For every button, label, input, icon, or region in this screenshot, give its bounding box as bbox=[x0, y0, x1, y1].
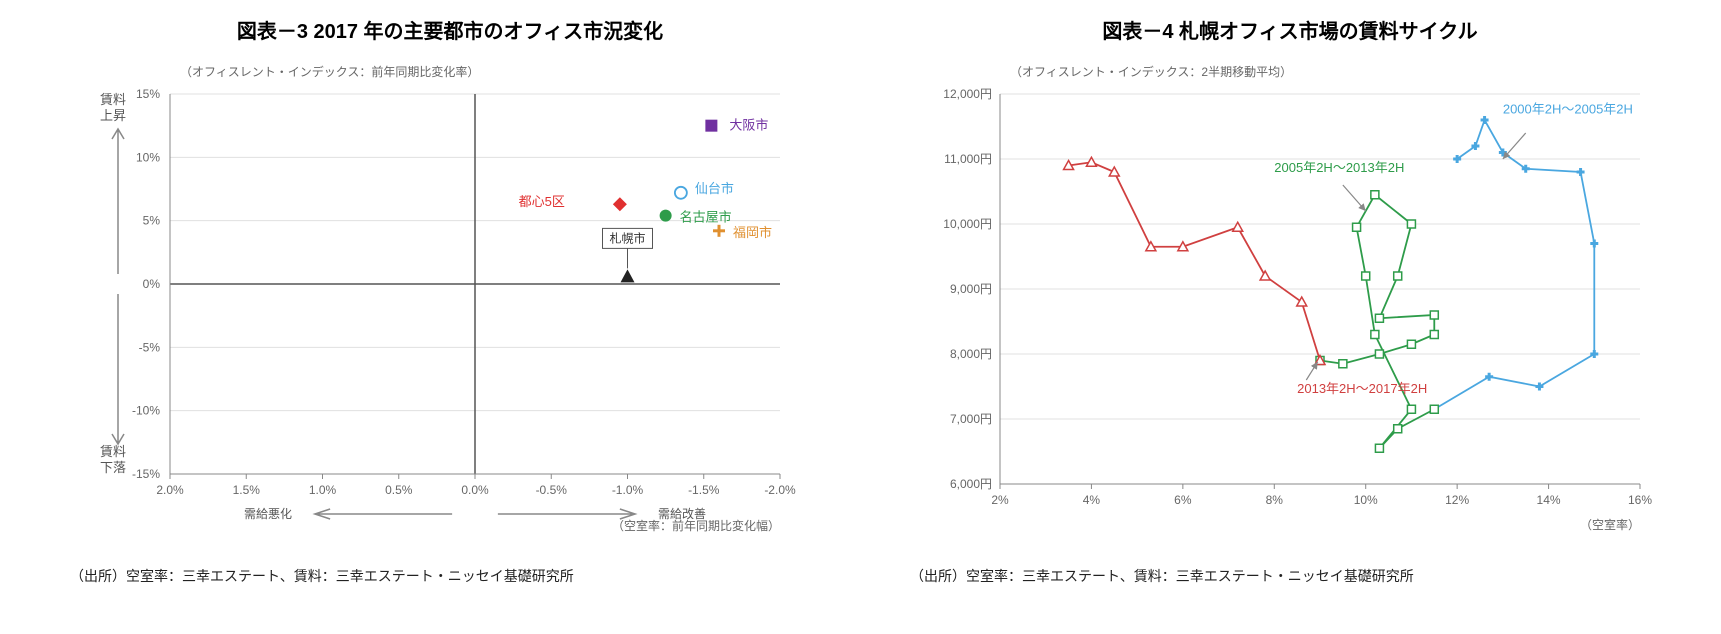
svg-text:6%: 6% bbox=[1174, 493, 1192, 507]
right-chart-svg: （オフィスレント・インデックス：2半期移動平均） 6,000円 7,000円 8,00… bbox=[900, 54, 1680, 554]
svg-text:2000年2H～2005年2H: 2000年2H～2005年2H bbox=[1503, 102, 1633, 117]
left-source: （出所）空室率：三幸エステート、賃料：三幸エステート・ニッセイ基礎研究所 bbox=[30, 566, 870, 586]
svg-text:-0.5%: -0.5% bbox=[536, 483, 568, 497]
svg-text:大阪市: 大阪市 bbox=[729, 118, 768, 133]
left-chart-area: （オフィスレント・インデックス：前年同期比変化率） 15% 10% 5% 0% -5% -1… bbox=[60, 54, 840, 554]
svg-text:賃料: 賃料 bbox=[100, 444, 126, 459]
svg-text:6,000円: 6,000円 bbox=[950, 477, 992, 491]
svg-text:10,000円: 10,000円 bbox=[943, 217, 992, 231]
svg-text:下落: 下落 bbox=[100, 460, 126, 475]
svg-text:11,000円: 11,000円 bbox=[944, 152, 992, 166]
svg-text:-10%: -10% bbox=[132, 404, 160, 418]
svg-text:0%: 0% bbox=[143, 277, 161, 291]
svg-text:（空室率：前年同期比変化幅）: （空室率：前年同期比変化幅） bbox=[612, 518, 780, 533]
svg-text:札幌市: 札幌市 bbox=[609, 230, 645, 245]
svg-text:上昇: 上昇 bbox=[100, 108, 126, 123]
svg-text:-2.0%: -2.0% bbox=[764, 483, 796, 497]
svg-text:仙台市: 仙台市 bbox=[695, 181, 734, 196]
left-chart-svg: （オフィスレント・インデックス：前年同期比変化率） 15% 10% 5% 0% -5% -1… bbox=[60, 54, 840, 554]
svg-text:（オフィスレント・インデックス：2半期移動平均）: （オフィスレント・インデックス：2半期移動平均） bbox=[1010, 64, 1292, 79]
svg-text:（オフィスレント・インデックス：前年同期比変化率）: （オフィスレント・インデックス：前年同期比変化率） bbox=[180, 64, 479, 79]
svg-text:-5%: -5% bbox=[139, 340, 161, 354]
svg-text:8%: 8% bbox=[1266, 493, 1284, 507]
svg-text:名古屋市: 名古屋市 bbox=[680, 210, 732, 225]
svg-text:1.5%: 1.5% bbox=[233, 483, 261, 497]
svg-text:14%: 14% bbox=[1537, 493, 1561, 507]
svg-text:2%: 2% bbox=[991, 493, 1009, 507]
svg-text:15%: 15% bbox=[136, 87, 160, 101]
svg-text:2.0%: 2.0% bbox=[156, 483, 184, 497]
svg-text:2005年2H～2013年2H: 2005年2H～2013年2H bbox=[1274, 160, 1404, 175]
svg-text:賃料: 賃料 bbox=[100, 92, 126, 107]
svg-text:0.0%: 0.0% bbox=[461, 483, 489, 497]
left-panel: 図表－3 2017 年の主要都市のオフィス市況変化 （オフィスレント・インデック… bbox=[30, 15, 870, 619]
right-source: （出所）空室率：三幸エステート、賃料：三幸エステート・ニッセイ基礎研究所 bbox=[870, 566, 1710, 586]
svg-text:-1.0%: -1.0% bbox=[612, 483, 644, 497]
svg-text:-1.5%: -1.5% bbox=[688, 483, 720, 497]
right-chart-title: 図表－4 札幌オフィス市場の賃料サイクル bbox=[870, 15, 1710, 44]
svg-text:8,000円: 8,000円 bbox=[950, 347, 992, 361]
svg-text:10%: 10% bbox=[136, 150, 160, 164]
svg-text:2013年2H～2017年2H: 2013年2H～2017年2H bbox=[1297, 381, 1427, 396]
svg-text:16%: 16% bbox=[1628, 493, 1652, 507]
svg-text:福岡市: 福岡市 bbox=[733, 225, 772, 240]
svg-text:需給悪化: 需給悪化 bbox=[244, 507, 292, 521]
right-chart-area: （オフィスレント・インデックス：2半期移動平均） 6,000円 7,000円 8,00… bbox=[900, 54, 1680, 554]
svg-text:12%: 12% bbox=[1445, 493, 1469, 507]
svg-text:都心5区: 都心5区 bbox=[519, 194, 565, 209]
svg-text:（空室率）: （空室率） bbox=[1580, 517, 1640, 532]
svg-text:7,000円: 7,000円 bbox=[950, 412, 992, 426]
svg-text:12,000円: 12,000円 bbox=[943, 87, 992, 101]
svg-text:9,000円: 9,000円 bbox=[950, 282, 992, 296]
svg-text:4%: 4% bbox=[1083, 493, 1101, 507]
svg-text:1.0%: 1.0% bbox=[309, 483, 337, 497]
left-chart-title: 図表－3 2017 年の主要都市のオフィス市況変化 bbox=[30, 15, 870, 44]
svg-text:0.5%: 0.5% bbox=[385, 483, 413, 497]
svg-text:5%: 5% bbox=[143, 214, 161, 228]
svg-text:10%: 10% bbox=[1354, 493, 1378, 507]
right-panel: 図表－4 札幌オフィス市場の賃料サイクル （オフィスレント・インデックス：2半期… bbox=[870, 15, 1710, 619]
svg-text:-15%: -15% bbox=[132, 467, 160, 481]
